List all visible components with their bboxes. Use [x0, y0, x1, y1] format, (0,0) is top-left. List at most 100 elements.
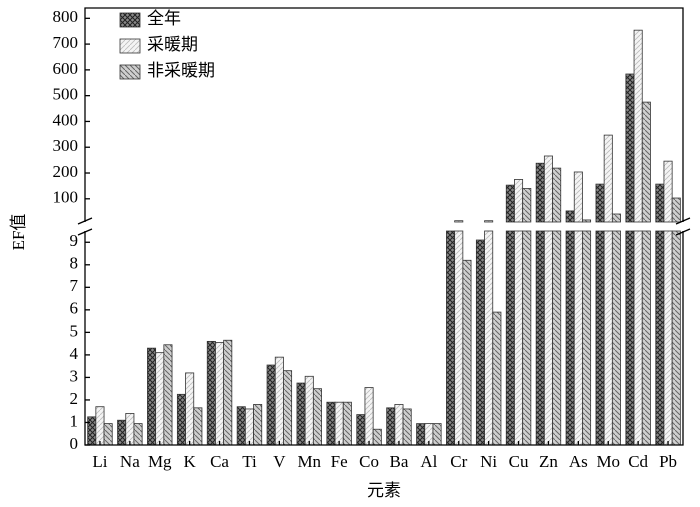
bar	[304, 375, 314, 446]
bar	[193, 407, 203, 446]
y-tick-label: 100	[53, 188, 79, 207]
bar	[312, 388, 322, 446]
bar	[543, 230, 553, 446]
bar	[334, 401, 344, 446]
axis-break	[77, 217, 93, 225]
y-tick-label: 200	[53, 162, 79, 181]
bar	[95, 406, 105, 446]
bar	[552, 230, 562, 446]
bar	[633, 230, 643, 446]
bar	[103, 423, 113, 446]
bar	[326, 401, 336, 446]
bar	[274, 356, 284, 446]
bar	[432, 423, 442, 446]
bar	[155, 352, 165, 446]
bar	[535, 230, 545, 446]
y-tick-label: 8	[70, 254, 79, 273]
y-tick-label: 3	[70, 366, 79, 385]
x-tick-label: Mn	[297, 452, 321, 471]
bar	[582, 230, 592, 446]
y-tick-label: 400	[53, 110, 79, 129]
y-tick-label: 6	[70, 299, 79, 318]
x-tick-label: Cr	[450, 452, 467, 471]
axis-break	[77, 228, 93, 236]
bar	[87, 416, 97, 446]
bar	[416, 423, 426, 446]
bar	[386, 407, 396, 446]
bar	[215, 342, 225, 446]
x-tick-label: Li	[92, 452, 107, 471]
y-tick-label: 7	[70, 276, 79, 295]
axis-break	[675, 228, 691, 236]
bar	[236, 406, 246, 446]
bar	[514, 230, 524, 446]
x-tick-label: Cu	[509, 452, 529, 471]
axis-frame-lower	[84, 231, 684, 446]
bar-upper	[625, 73, 635, 223]
bar-upper	[535, 162, 545, 223]
bar-upper	[582, 219, 592, 223]
x-tick-label: Mo	[596, 452, 620, 471]
y-axis-label: EF值	[9, 214, 28, 251]
bar	[223, 339, 233, 446]
bar	[364, 387, 374, 446]
bar-upper	[484, 220, 494, 223]
x-tick-label: Ni	[480, 452, 497, 471]
x-tick-label: Fe	[331, 452, 348, 471]
bar	[492, 311, 502, 446]
bar-upper	[611, 213, 621, 223]
bar	[671, 230, 681, 446]
x-tick-label: As	[569, 452, 588, 471]
y-tick-label: 500	[53, 85, 79, 104]
bar-upper	[573, 171, 583, 223]
bar-upper	[543, 155, 553, 223]
bar	[372, 428, 382, 446]
bar	[446, 230, 456, 446]
bar	[163, 344, 173, 446]
y-tick-label: 600	[53, 59, 79, 78]
bar	[484, 230, 494, 446]
legend-swatch	[119, 64, 141, 80]
x-tick-label: Al	[420, 452, 437, 471]
x-tick-label: Mg	[148, 452, 172, 471]
bar-upper	[454, 220, 464, 223]
bar	[402, 408, 412, 446]
bar-upper	[641, 101, 651, 223]
legend-label: 非采暖期	[147, 61, 215, 80]
axis-frame-upper	[84, 7, 684, 222]
bar	[117, 419, 127, 446]
bar-upper	[663, 160, 673, 223]
y-tick-label: 5	[70, 321, 79, 340]
y-tick-label: 700	[53, 33, 79, 52]
bar-upper	[552, 167, 562, 223]
x-tick-label: Co	[359, 452, 379, 471]
bar	[663, 230, 673, 446]
legend-swatch	[119, 12, 141, 28]
bar	[253, 404, 263, 446]
bar-upper	[565, 210, 575, 223]
x-tick-label: K	[184, 452, 197, 471]
bar	[125, 413, 135, 446]
y-tick-label: 4	[70, 344, 79, 363]
bar	[454, 230, 464, 446]
legend-label: 采暖期	[147, 35, 198, 54]
bar-upper	[671, 197, 681, 223]
bar	[641, 230, 651, 446]
bar	[342, 401, 352, 446]
bar-upper	[595, 183, 605, 223]
bar	[611, 230, 621, 446]
bar	[356, 414, 366, 446]
bar	[206, 340, 216, 446]
x-tick-label: Zn	[539, 452, 558, 471]
y-tick-label: 1	[70, 411, 79, 430]
y-tick-label: 800	[53, 7, 79, 26]
x-tick-label: Cd	[628, 452, 648, 471]
bar	[462, 259, 472, 446]
x-tick-label: Ba	[390, 452, 409, 471]
y-tick-label: 2	[70, 389, 79, 408]
bar-upper	[655, 183, 665, 223]
x-tick-label: Na	[120, 452, 140, 471]
bar	[505, 230, 515, 446]
bar-upper	[633, 29, 643, 223]
